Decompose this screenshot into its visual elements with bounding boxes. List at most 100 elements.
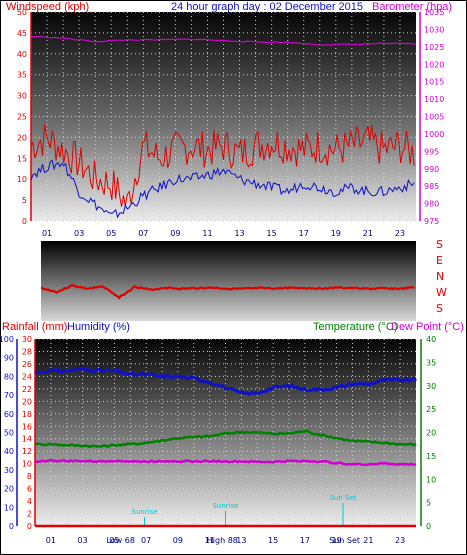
windspeed-tick-label: 40 <box>17 50 27 59</box>
windspeed-tick-label: 50 <box>17 8 27 17</box>
rainfall-tick-label: 8 <box>27 472 32 481</box>
barometer-tick-label: 995 <box>424 147 439 156</box>
barometer-tick-label: 985 <box>424 182 439 191</box>
rainfall-axis-label: Rainfall (mm) <box>2 321 68 333</box>
temperature-tick-label: 5 <box>426 499 431 508</box>
series-line-temperature-c- <box>34 429 417 449</box>
top-x-tick-label: 09 <box>170 229 180 238</box>
temperature-tick-label: 35 <box>426 358 436 367</box>
lower-x-tick-label: 19 <box>332 536 342 545</box>
series-line-dew-point-c- <box>34 458 417 467</box>
barometer-tick-label: 1025 <box>424 43 444 52</box>
windspeed-tick-label: 20 <box>17 133 27 142</box>
top-x-tick-label: 07 <box>138 229 148 238</box>
rainfall-tick-label: 16 <box>22 422 32 431</box>
annotation-label-bottom: High 88 <box>207 536 238 545</box>
lower-x-tick-label: 01 <box>46 536 56 545</box>
top-x-tick-label: 23 <box>395 229 405 238</box>
rainfall-tick-label: 18 <box>22 410 32 419</box>
series-line-gust <box>30 159 415 219</box>
series-line-humidity- <box>34 366 417 397</box>
temperature-tick-label: 10 <box>426 475 436 484</box>
direction-label: N <box>436 270 444 283</box>
temperature-tick-label: 25 <box>426 405 436 414</box>
humidity-tick-label: 50 <box>4 429 14 438</box>
top-x-tick-label: 03 <box>74 229 84 238</box>
temperature-tick-label: 15 <box>426 452 436 461</box>
direction-label: S <box>436 238 443 251</box>
direction-label: E <box>436 254 443 267</box>
top-x-tick-label: 05 <box>106 229 116 238</box>
rainfall-tick-label: 30 <box>22 335 32 344</box>
temperature-tick-label: 40 <box>426 335 436 344</box>
barometer-tick-label: 990 <box>424 165 439 174</box>
top-x-tick-label: 13 <box>234 229 244 238</box>
top-x-tick-label: 01 <box>42 229 52 238</box>
barometer-tick-label: 1000 <box>424 130 444 139</box>
humidity-tick-label: 100 <box>0 335 14 344</box>
series-line-barometer-hpa- <box>30 35 417 46</box>
barometer-tick-label: 975 <box>424 217 439 226</box>
annotation-label-bottom: Sun Set <box>329 536 360 545</box>
top-x-tick-label: 15 <box>267 229 277 238</box>
rainfall-tick-label: 28 <box>22 347 32 356</box>
annotation-label-marker: Sunrise <box>131 508 157 516</box>
windspeed-axis-label: Windspeed (kph) <box>6 1 90 13</box>
rainfall-tick-label: 6 <box>27 485 32 494</box>
barometer-tick-label: 1015 <box>424 78 444 87</box>
humidity-tick-label: 80 <box>4 372 14 381</box>
direction-label: W <box>436 286 447 299</box>
chart-title: 24 hour graph day : 02 December 2015 <box>171 1 364 13</box>
rainfall-tick-label: 26 <box>22 360 32 369</box>
lower-x-tick-label: 05 <box>109 536 119 545</box>
temperature-axis-label: Temperature (°C) <box>313 321 398 333</box>
rainfall-tick-label: 22 <box>22 385 32 394</box>
barometer-tick-label: 1020 <box>424 60 444 69</box>
annotation-label-marker: Sunrise <box>212 502 238 510</box>
direction-label: S <box>436 302 443 315</box>
barometer-tick-label: 1035 <box>424 8 444 17</box>
barometer-tick-label: 980 <box>424 200 439 209</box>
humidity-tick-label: 20 <box>4 485 14 494</box>
barometer-tick-label: 1030 <box>424 25 444 34</box>
humidity-tick-label: 10 <box>4 503 14 512</box>
barometer-tick-label: 1005 <box>424 113 444 122</box>
lower-x-tick-label: 09 <box>173 536 183 545</box>
top-x-tick-label: 21 <box>363 229 373 238</box>
windspeed-tick-label: 25 <box>17 113 27 122</box>
lower-x-tick-label: 03 <box>78 536 88 545</box>
humidity-tick-label: 70 <box>4 391 14 400</box>
top-x-tick-label: 17 <box>299 229 309 238</box>
rainfall-tick-label: 24 <box>22 372 32 381</box>
rainfall-tick-label: 12 <box>22 447 32 456</box>
dewpoint-axis-label: Dew Point (°C) <box>391 321 464 333</box>
lower-x-tick-label: 21 <box>363 536 373 545</box>
humidity-tick-label: 40 <box>4 447 14 456</box>
humidity-tick-label: 30 <box>4 466 14 475</box>
barometer-axis-label: Barometer (hpa) <box>372 1 453 13</box>
rainfall-tick-label: 20 <box>22 397 32 406</box>
windspeed-tick-label: 15 <box>17 154 27 163</box>
lower-x-tick-label: 17 <box>300 536 310 545</box>
humidity-tick-label: 60 <box>4 410 14 419</box>
top-x-tick-label: 11 <box>202 229 212 238</box>
annotation-label-marker: Sun Set <box>329 494 356 502</box>
temperature-tick-label: 30 <box>426 382 436 391</box>
rainfall-tick-label: 2 <box>27 510 32 519</box>
windspeed-tick-label: 5 <box>22 196 27 205</box>
series-line-windspeed-kph- <box>30 124 415 207</box>
rainfall-tick-label: 14 <box>22 435 32 444</box>
lower-x-tick-label: 13 <box>236 536 246 545</box>
humidity-tick-label: 90 <box>4 354 14 363</box>
lower-x-tick-label: 15 <box>268 536 278 545</box>
rainfall-tick-label: 0 <box>27 522 32 531</box>
rainfall-tick-label: 4 <box>27 497 32 506</box>
windspeed-tick-label: 45 <box>17 29 27 38</box>
annotation-label-bottom: Low 68 <box>106 536 134 545</box>
windspeed-tick-label: 35 <box>17 71 27 80</box>
lower-x-tick-label: 11 <box>205 536 215 545</box>
temperature-tick-label: 20 <box>426 429 436 438</box>
humidity-axis-label: Humidity (%) <box>67 321 130 333</box>
